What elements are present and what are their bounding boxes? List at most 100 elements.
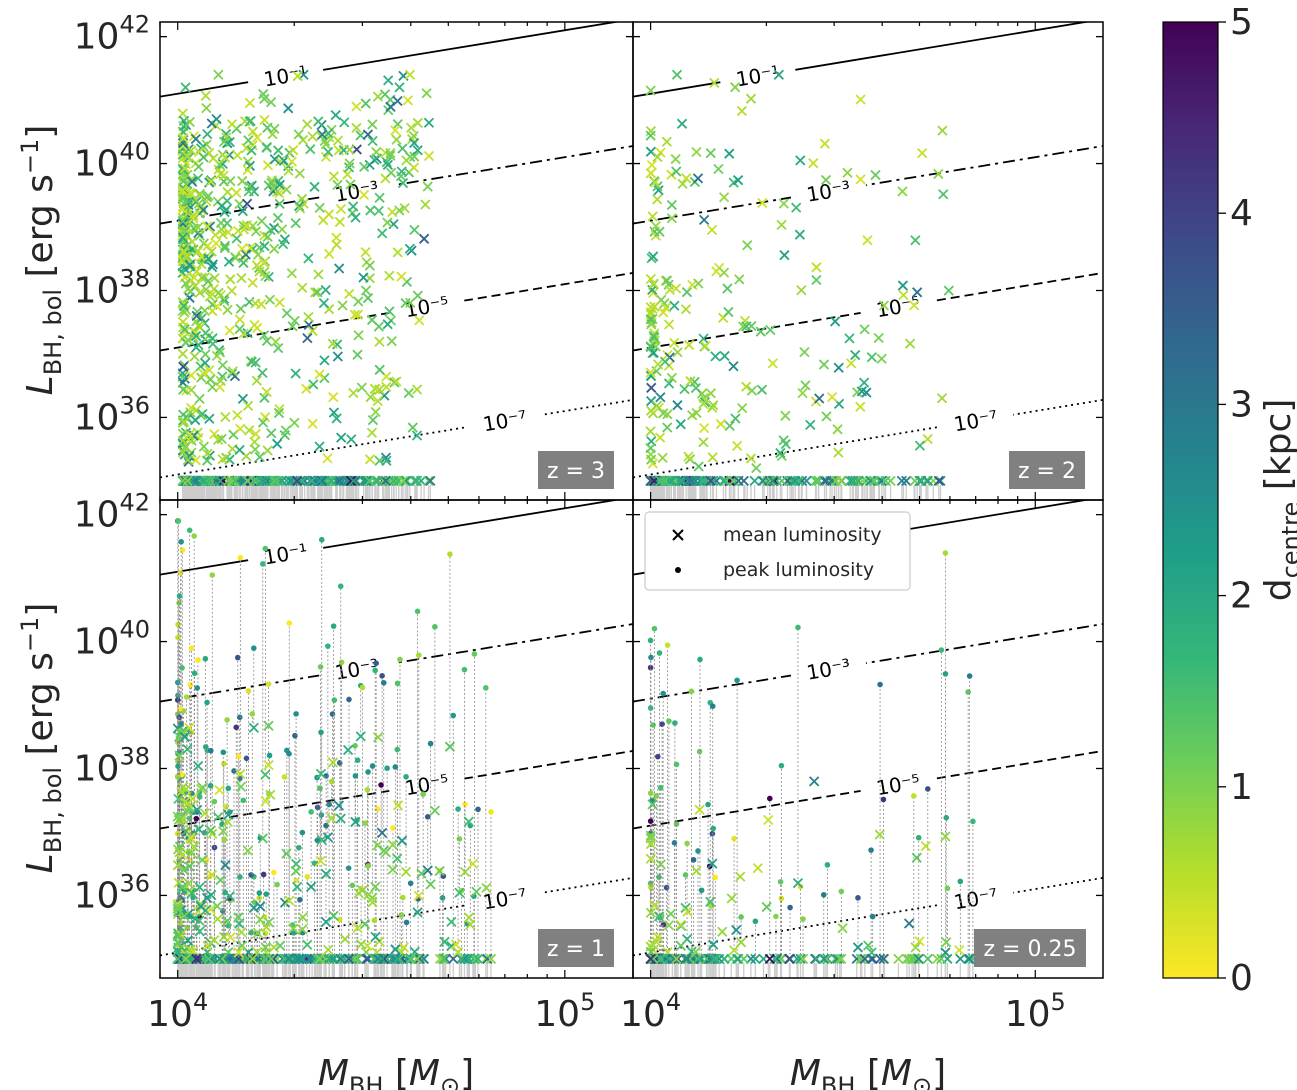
- upper-limit-arrowhead: [448, 979, 458, 988]
- mean-point: [172, 811, 183, 822]
- mean-point: [211, 301, 223, 312]
- mean-point: [190, 455, 201, 466]
- upper-limit-arrowhead: [223, 979, 233, 988]
- upper-limit-arrowhead: [242, 979, 252, 988]
- upper-limit-arrowhead: [270, 501, 280, 510]
- mean-point: [218, 931, 230, 942]
- upper-limit-arrowhead: [412, 979, 422, 988]
- mean-point: [346, 475, 357, 487]
- mean-point: [679, 383, 690, 395]
- upper-limit-arrowhead: [194, 501, 204, 510]
- upper-limit-arrowhead: [178, 979, 188, 988]
- mean-point: [742, 240, 753, 251]
- upper-limit-arrowhead: [285, 979, 295, 988]
- upper-limit-arrowhead: [290, 501, 300, 510]
- mean-point: [648, 287, 659, 298]
- mean-point: [876, 475, 888, 487]
- mean-point: [418, 233, 430, 244]
- upper-limit-arrowhead: [893, 979, 903, 988]
- upper-limit-arrowhead: [788, 501, 798, 510]
- upper-limit-arrowhead: [206, 979, 216, 988]
- upper-limit-arrowhead: [281, 979, 291, 988]
- mean-point: [467, 858, 479, 869]
- mean-point: [287, 321, 298, 332]
- peak-point: [220, 749, 227, 756]
- upper-limit-arrowhead: [393, 979, 403, 988]
- upper-limit-arrowhead: [267, 501, 277, 510]
- mean-point: [707, 402, 718, 413]
- upper-limit-arrowhead: [178, 501, 188, 510]
- upper-limit-arrowhead: [463, 979, 473, 988]
- mean-point: [309, 287, 321, 298]
- mean-point: [407, 422, 418, 433]
- upper-limit-arrowhead: [314, 501, 324, 510]
- mean-point: [316, 834, 327, 846]
- mean-point: [773, 69, 784, 80]
- peak-point: [709, 703, 716, 710]
- mean-point: [404, 69, 416, 80]
- mean-point: [390, 944, 401, 955]
- mean-point: [236, 272, 247, 284]
- mean-point: [263, 720, 274, 731]
- upper-limit-arrowhead: [178, 501, 188, 510]
- upper-limit-arrowhead: [698, 501, 708, 510]
- mean-point: [177, 193, 188, 205]
- mean-point: [250, 226, 262, 237]
- upper-limit-arrowhead: [673, 979, 683, 988]
- mean-point: [191, 475, 202, 487]
- mean-point: [429, 805, 440, 816]
- upper-limit-arrowhead: [215, 501, 225, 510]
- mean-point: [266, 428, 277, 439]
- upper-limit-arrowhead: [178, 501, 188, 510]
- upper-limit-arrowhead: [771, 979, 781, 988]
- upper-limit-arrowhead: [183, 979, 193, 988]
- peak-point: [966, 673, 973, 679]
- mean-point: [294, 203, 306, 214]
- upper-limit-arrowhead: [182, 501, 192, 510]
- mean-point: [391, 376, 402, 387]
- upper-limit-arrowhead: [340, 979, 350, 988]
- upper-limit-arrowhead: [651, 979, 661, 988]
- upper-limit-arrowhead: [173, 979, 183, 988]
- mean-point: [246, 356, 257, 367]
- mean-point: [236, 927, 247, 938]
- upper-limit-arrowhead: [194, 501, 204, 510]
- upper-limit-arrowhead: [365, 501, 375, 510]
- mean-point: [383, 75, 394, 86]
- upper-limit-arrowhead: [178, 501, 188, 510]
- mean-point: [765, 324, 776, 336]
- upper-limit-arrowhead: [173, 979, 183, 988]
- upper-limit-arrowhead: [654, 501, 664, 510]
- upper-limit-arrowhead: [214, 501, 224, 510]
- upper-limit-arrowhead: [397, 979, 407, 988]
- upper-limit-arrowhead: [669, 979, 679, 988]
- upper-limit-arrowhead: [647, 501, 657, 510]
- mean-point: [765, 475, 776, 487]
- upper-limit-arrowhead: [341, 501, 351, 510]
- upper-limit-arrowhead: [664, 501, 674, 510]
- upper-limit-arrowhead: [332, 501, 342, 510]
- upper-limit-arrowhead: [185, 501, 195, 510]
- upper-limit-arrowhead: [193, 979, 203, 988]
- mean-point: [676, 475, 687, 487]
- peak-point: [314, 804, 321, 811]
- upper-limit-arrowhead: [225, 501, 235, 510]
- upper-limit-arrowhead: [206, 501, 216, 510]
- upper-limit-arrowhead: [178, 501, 188, 510]
- upper-limit-arrowhead: [248, 501, 258, 510]
- mean-points: [645, 776, 979, 965]
- mean-point: [193, 824, 205, 835]
- upper-limit-arrowhead: [178, 979, 188, 988]
- upper-limit-arrowhead: [249, 501, 259, 510]
- peak-point: [256, 890, 263, 896]
- upper-limit-arrowhead: [730, 501, 740, 510]
- mean-point: [308, 379, 319, 390]
- upper-limit-arrowhead: [209, 501, 219, 510]
- upper-limit-arrowhead: [837, 501, 847, 510]
- peak-point: [251, 899, 258, 906]
- mean-point: [686, 475, 697, 487]
- upper-limit-arrowhead: [247, 501, 257, 510]
- mean-point: [878, 300, 890, 311]
- upper-limit-arrowhead: [273, 501, 283, 510]
- upper-limit-arrowhead: [269, 979, 279, 988]
